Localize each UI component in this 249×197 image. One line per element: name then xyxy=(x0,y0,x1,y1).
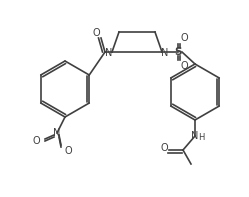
Text: O: O xyxy=(180,61,188,71)
Text: S: S xyxy=(174,47,182,57)
Text: O: O xyxy=(92,28,100,38)
Text: H: H xyxy=(198,134,204,142)
Text: O: O xyxy=(32,136,40,146)
Text: N: N xyxy=(53,128,61,138)
Text: O: O xyxy=(180,33,188,43)
Text: N: N xyxy=(105,48,113,58)
Text: N: N xyxy=(191,131,199,141)
Text: N: N xyxy=(161,48,169,58)
Text: O: O xyxy=(160,143,168,153)
Text: O: O xyxy=(64,146,72,156)
